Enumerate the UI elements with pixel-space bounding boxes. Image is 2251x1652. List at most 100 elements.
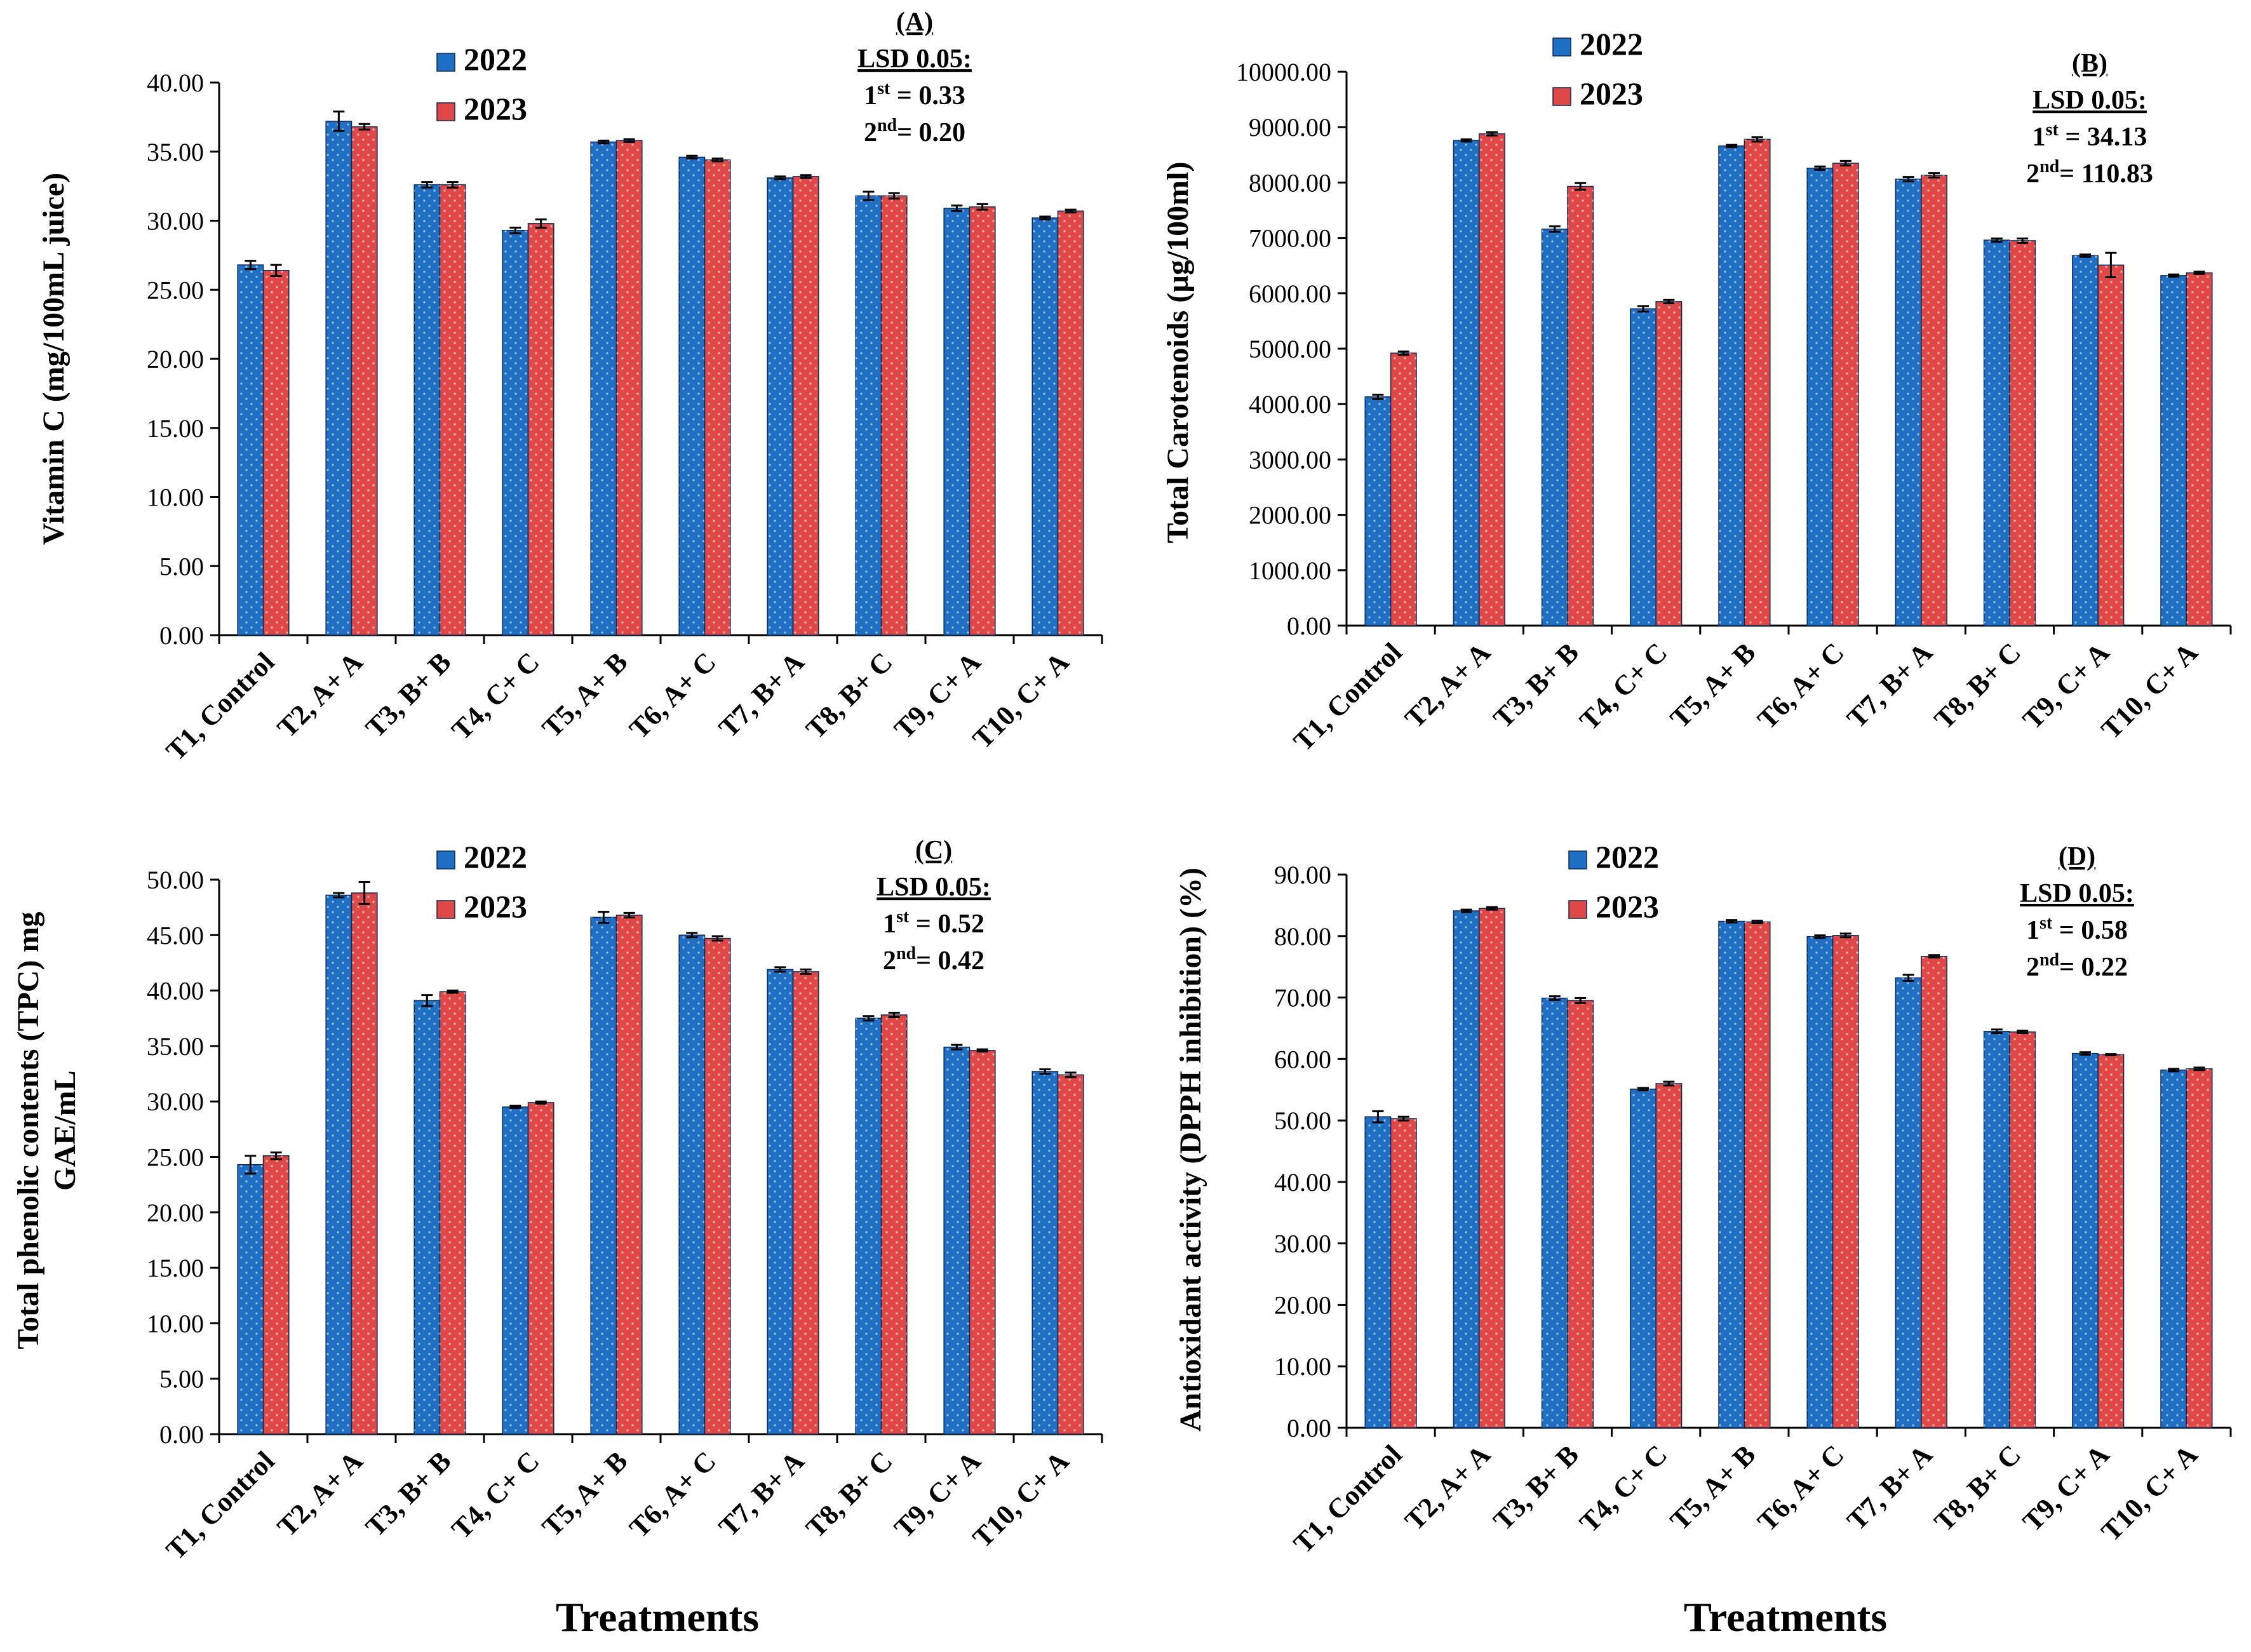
bar-texture bbox=[767, 178, 793, 635]
lsd-value: 2nd= 0.42 bbox=[883, 944, 984, 976]
legend-swatch-2022 bbox=[436, 53, 455, 72]
x-category-label: T1, Control bbox=[1287, 636, 1408, 757]
bar-texture bbox=[616, 140, 642, 636]
bar-texture bbox=[1832, 163, 1858, 626]
y-tick-label: 3000.00 bbox=[1249, 445, 1331, 474]
bar-texture bbox=[2010, 1031, 2036, 1428]
bar-texture bbox=[440, 991, 466, 1434]
bar-texture bbox=[1807, 168, 1833, 626]
y-tick-label: 10.00 bbox=[1274, 1352, 1331, 1381]
bar-texture bbox=[1542, 998, 1568, 1428]
bar-texture bbox=[1058, 211, 1084, 635]
bar-texture bbox=[1719, 921, 1745, 1428]
bar-texture bbox=[1984, 1031, 2010, 1428]
x-category-label: T5, A+ B bbox=[1664, 1439, 1762, 1536]
bar-texture bbox=[856, 196, 882, 636]
chart-panel-c: 0.00 5.00 10.00 15.00 20.00 25.00 30.00 35.00 40… bbox=[11, 836, 1103, 1641]
y-axis-label: Total phenolic contents (TPC) mg bbox=[11, 912, 45, 1350]
x-category-label: T6, A+ C bbox=[623, 1445, 722, 1543]
bar-texture bbox=[969, 1050, 995, 1434]
legend-label-2022: 2022 bbox=[1580, 26, 1643, 62]
panel-title: (A) bbox=[896, 8, 933, 37]
bar-texture bbox=[1832, 935, 1858, 1428]
y-tick-label: 20.00 bbox=[1274, 1291, 1331, 1319]
x-category-label: T7, B+ A bbox=[713, 1445, 810, 1543]
x-category-label: T10, C+ A bbox=[2095, 636, 2204, 745]
x-category-label: T6, A+ C bbox=[1751, 1439, 1850, 1537]
x-category-label: T7, B+ A bbox=[1841, 1439, 1939, 1536]
legend-swatch-2023 bbox=[436, 900, 455, 919]
x-category-label: T2, A+ A bbox=[1399, 1439, 1496, 1536]
y-axis-label: Vitamin C (mg/100mL juice) bbox=[37, 173, 71, 545]
x-category-label: T5, A+ B bbox=[536, 1445, 634, 1543]
y-tick-label: 50.00 bbox=[147, 866, 204, 894]
bar-texture bbox=[616, 915, 642, 1434]
bar-texture bbox=[1921, 956, 1947, 1428]
bar-texture bbox=[1807, 936, 1833, 1428]
x-category-label: T1, Control bbox=[1287, 1439, 1408, 1559]
bar-texture bbox=[679, 935, 705, 1434]
bar-texture bbox=[2161, 1070, 2187, 1428]
chart-panel-b: 0.00 1000.00 2000.00 3000.00 4000.00 5000.00 6… bbox=[1161, 26, 2232, 757]
bar-texture bbox=[704, 159, 730, 636]
x-category-label: T8, B+ C bbox=[1928, 1439, 2027, 1537]
x-category-label: T4, C+ C bbox=[1573, 1439, 1673, 1538]
y-tick-label: 45.00 bbox=[147, 921, 204, 950]
x-category-label: T3, B+ B bbox=[359, 646, 457, 744]
y-tick-label: 30.00 bbox=[1274, 1230, 1331, 1258]
x-category-label: T10, C+ A bbox=[2095, 1439, 2204, 1547]
chart-panel-a: 0.00 5.00 10.00 15.00 20.00 25.00 30.00 35.00 40… bbox=[37, 8, 1103, 767]
legend-swatch-2023 bbox=[1568, 900, 1587, 919]
bar-texture bbox=[1365, 396, 1391, 626]
lsd-heading: LSD 0.05: bbox=[857, 44, 972, 74]
x-axis-title: Treatments bbox=[1684, 1594, 1887, 1641]
bar-texture bbox=[2072, 255, 2099, 626]
bar-texture bbox=[351, 892, 377, 1434]
bar-texture bbox=[326, 895, 352, 1434]
x-category-label: T5, A+ B bbox=[1664, 636, 1762, 734]
bar-texture bbox=[591, 917, 617, 1434]
panel-title: (D) bbox=[2059, 842, 2095, 871]
x-category-label: T10, C+ A bbox=[967, 1445, 1075, 1554]
bar-texture bbox=[502, 1106, 528, 1434]
y-tick-label: 5.00 bbox=[159, 552, 204, 581]
x-category-label: T7, B+ A bbox=[713, 646, 810, 744]
bar-texture bbox=[1719, 145, 1745, 626]
lsd-heading: LSD 0.05: bbox=[2033, 86, 2147, 115]
legend-label-2022: 2022 bbox=[1596, 839, 1659, 875]
bar-texture bbox=[1479, 908, 1505, 1428]
y-tick-label: 2000.00 bbox=[1249, 501, 1331, 530]
y-tick-label: 0.00 bbox=[1287, 612, 1331, 640]
y-tick-label: 80.00 bbox=[1274, 922, 1331, 951]
bar-texture bbox=[502, 230, 528, 636]
legend-swatch-2022 bbox=[1568, 850, 1587, 870]
bar-texture bbox=[2098, 265, 2124, 626]
bar-texture bbox=[2072, 1053, 2099, 1428]
bar-texture bbox=[414, 184, 440, 635]
x-category-label: T6, A+ C bbox=[1751, 636, 1850, 735]
x-category-label: T6, A+ C bbox=[623, 646, 722, 744]
y-tick-label: 20.00 bbox=[147, 1199, 204, 1227]
y-tick-label: 25.00 bbox=[147, 1143, 204, 1172]
lsd-value: 1st = 0.33 bbox=[864, 79, 965, 111]
y-tick-label: 5000.00 bbox=[1249, 335, 1331, 363]
y-tick-label: 5.00 bbox=[159, 1365, 204, 1393]
y-tick-label: 0.00 bbox=[159, 1420, 204, 1449]
y-axis-label: Total Carotenoids (µg/100ml) bbox=[1161, 161, 1195, 543]
bar-texture bbox=[1744, 139, 1770, 626]
x-category-label: T5, A+ B bbox=[536, 646, 634, 744]
bar-texture bbox=[1390, 353, 1416, 626]
y-tick-label: 20.00 bbox=[147, 345, 204, 373]
bar-texture bbox=[591, 142, 617, 635]
lsd-heading: LSD 0.05: bbox=[877, 873, 991, 902]
y-tick-label: 25.00 bbox=[147, 276, 204, 304]
lsd-value: 1st = 34.13 bbox=[2033, 120, 2147, 152]
bar-texture bbox=[944, 208, 970, 635]
bar-texture bbox=[1656, 301, 1682, 626]
bar-texture bbox=[969, 206, 995, 635]
x-category-label: T7, B+ A bbox=[1841, 636, 1939, 734]
x-category-label: T2, A+ A bbox=[271, 646, 369, 744]
lsd-value: 1st = 0.58 bbox=[2026, 913, 2128, 945]
legend-label-2023: 2023 bbox=[1580, 76, 1643, 111]
bar-texture bbox=[528, 223, 554, 636]
